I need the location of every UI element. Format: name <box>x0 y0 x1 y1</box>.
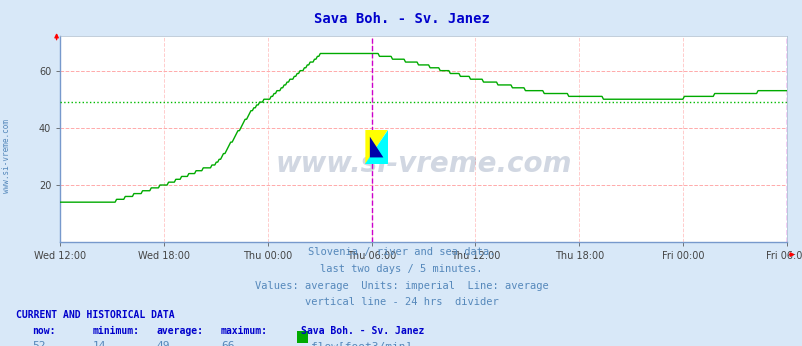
Text: average:: average: <box>156 326 204 336</box>
Text: Sava Boh. - Sv. Janez: Sava Boh. - Sv. Janez <box>301 326 424 336</box>
Text: CURRENT AND HISTORICAL DATA: CURRENT AND HISTORICAL DATA <box>16 310 175 320</box>
Text: www.si-vreme.com: www.si-vreme.com <box>275 150 571 178</box>
Text: minimum:: minimum: <box>92 326 140 336</box>
Text: Sava Boh. - Sv. Janez: Sava Boh. - Sv. Janez <box>313 12 489 26</box>
Text: last two days / 5 minutes.: last two days / 5 minutes. <box>320 264 482 274</box>
Polygon shape <box>365 130 387 164</box>
Text: 66: 66 <box>221 341 234 346</box>
Polygon shape <box>365 130 387 164</box>
Text: Slovenia / river and sea data.: Slovenia / river and sea data. <box>307 247 495 257</box>
Text: 49: 49 <box>156 341 170 346</box>
Polygon shape <box>370 137 383 157</box>
Text: www.si-vreme.com: www.si-vreme.com <box>2 119 11 193</box>
Text: maximum:: maximum: <box>221 326 268 336</box>
Text: 14: 14 <box>92 341 106 346</box>
Text: Values: average  Units: imperial  Line: average: Values: average Units: imperial Line: av… <box>254 281 548 291</box>
Text: flow[foot3/min]: flow[foot3/min] <box>310 341 411 346</box>
Text: vertical line - 24 hrs  divider: vertical line - 24 hrs divider <box>304 297 498 307</box>
Text: 52: 52 <box>32 341 46 346</box>
Text: now:: now: <box>32 326 55 336</box>
